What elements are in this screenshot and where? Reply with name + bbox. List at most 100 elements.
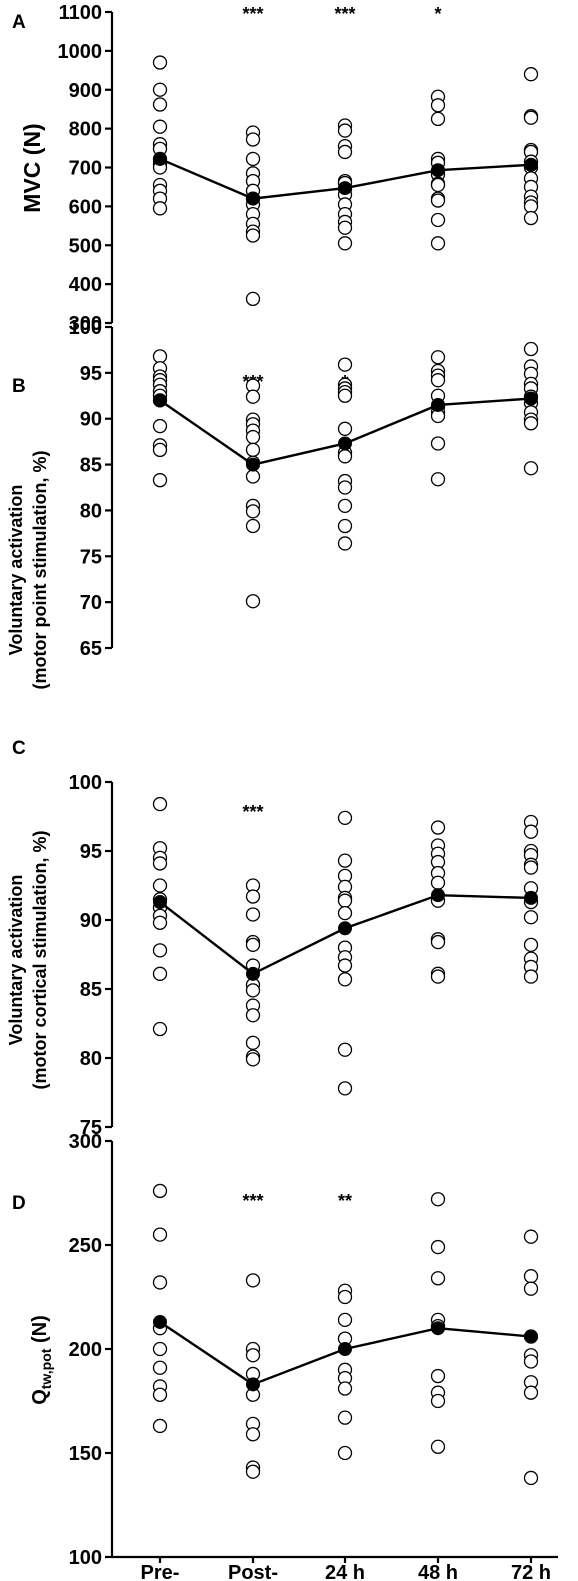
data-point xyxy=(430,1192,446,1207)
data-point xyxy=(152,1360,168,1375)
mean-point xyxy=(431,163,445,178)
data-point xyxy=(523,67,539,82)
y-tick-label: 300 xyxy=(69,313,102,335)
x-category-label: Pre- xyxy=(141,1562,180,1581)
data-point xyxy=(337,536,353,551)
y-tick-label: 90 xyxy=(80,910,102,932)
data-point xyxy=(430,1271,446,1286)
y-tick-label: 800 xyxy=(69,119,102,141)
data-point xyxy=(245,1464,261,1479)
data-point xyxy=(152,1183,168,1199)
data-point xyxy=(152,796,168,812)
y-tick-label: 900 xyxy=(69,80,102,102)
data-point xyxy=(337,1042,353,1057)
data-point xyxy=(430,193,446,208)
data-point xyxy=(430,1439,446,1454)
data-point xyxy=(430,969,446,984)
data-point xyxy=(337,1381,353,1396)
data-point xyxy=(245,1035,261,1050)
data-point xyxy=(523,341,539,357)
mean-point xyxy=(431,888,445,903)
significance-marker: *** xyxy=(242,4,263,24)
data-point xyxy=(152,915,168,930)
data-point xyxy=(523,1470,539,1486)
data-point xyxy=(430,98,446,113)
data-point xyxy=(430,934,446,950)
mean-point xyxy=(153,1314,167,1329)
significance-marker: * xyxy=(434,4,441,24)
data-point xyxy=(337,220,353,235)
data-point xyxy=(245,469,261,484)
data-point xyxy=(337,518,353,534)
data-point xyxy=(430,212,446,228)
data-point xyxy=(337,958,353,973)
data-point xyxy=(245,442,261,458)
data-point xyxy=(152,1227,168,1242)
y-axis-label-line: Voluntary activation xyxy=(6,485,26,656)
mean-point xyxy=(246,457,260,472)
x-category-label: Post- xyxy=(228,1562,278,1581)
data-point xyxy=(337,1312,353,1328)
data-point xyxy=(430,1239,446,1255)
panel-letter: D xyxy=(12,1193,26,1214)
data-point xyxy=(245,594,261,609)
data-point xyxy=(430,350,446,365)
data-point xyxy=(430,373,446,388)
x-category-label: 72 h xyxy=(511,1562,551,1581)
data-point xyxy=(523,210,539,226)
x-category-label: 48 h xyxy=(418,1562,458,1581)
significance-marker: ** xyxy=(338,1191,352,1211)
mean-point xyxy=(524,157,538,172)
panel-b: B 65 70 75 80 85 90 95 100 Voluntary activation (m… xyxy=(6,317,539,690)
data-point xyxy=(523,461,539,476)
data-point xyxy=(523,416,539,431)
y-tick-label: 75 xyxy=(80,1117,102,1139)
y-tick-label: 85 xyxy=(80,455,102,477)
data-point xyxy=(430,820,446,835)
data-point xyxy=(245,429,261,445)
data-point xyxy=(430,236,446,251)
mean-point xyxy=(524,890,538,905)
y-tick-label: 80 xyxy=(80,500,102,522)
data-point xyxy=(152,97,168,112)
data-point xyxy=(523,110,539,125)
panel-letter: C xyxy=(12,738,26,759)
data-point xyxy=(523,824,539,839)
x-category-label: 24 h xyxy=(325,1562,365,1581)
y-tick-label: 100 xyxy=(69,317,102,339)
data-point xyxy=(337,853,353,868)
data-point xyxy=(337,236,353,251)
data-point xyxy=(152,1341,168,1357)
data-point xyxy=(430,436,446,451)
data-point xyxy=(152,82,168,97)
y-axis-label: Voluntary activation (motor cortical stim… xyxy=(6,830,50,1089)
significance-marker: *** xyxy=(242,802,263,822)
y-axis-label-line: (motor point stimulation, %) xyxy=(30,451,50,690)
y-axis-label: Voluntary activation (motor point stimula… xyxy=(6,451,50,690)
data-point xyxy=(245,907,261,922)
y-tick-label: 90 xyxy=(80,409,102,431)
data-point xyxy=(430,111,446,127)
y-tick-label: 400 xyxy=(69,274,102,296)
mean-point xyxy=(524,1329,538,1344)
data-point xyxy=(337,480,353,495)
data-point xyxy=(430,1393,446,1409)
data-point xyxy=(337,388,353,403)
data-point xyxy=(245,1008,261,1023)
data-point xyxy=(430,1368,446,1384)
data-point xyxy=(430,875,446,890)
data-point xyxy=(337,1081,353,1096)
data-point xyxy=(523,910,539,925)
significance-marker: *** xyxy=(242,1191,263,1211)
data-point xyxy=(523,937,539,952)
data-point xyxy=(337,810,353,826)
data-point xyxy=(245,1273,261,1288)
data-point xyxy=(152,55,168,70)
y-axis-label-line: MVC (N) xyxy=(19,123,45,212)
data-point xyxy=(337,893,353,908)
y-tick-label: 500 xyxy=(69,235,102,257)
y-tick-label: 70 xyxy=(80,592,102,614)
